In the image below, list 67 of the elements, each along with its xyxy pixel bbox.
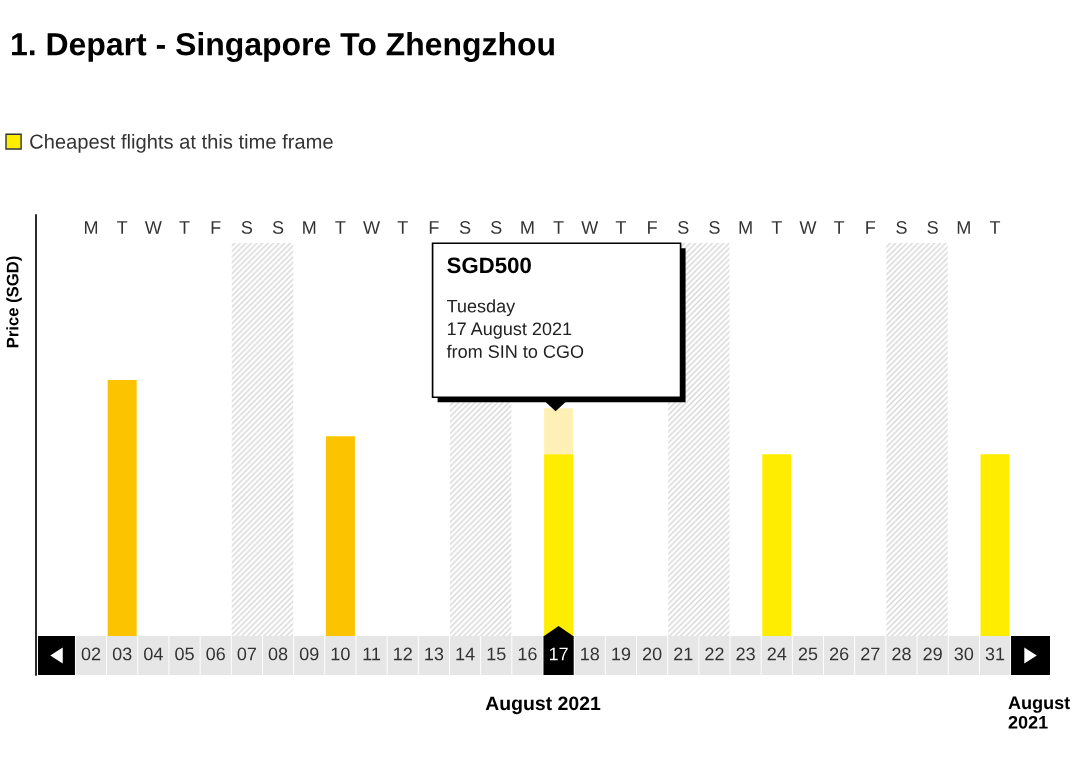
x-tick-label: 11 (363, 647, 381, 661)
x-tick-label: 04 (144, 647, 163, 661)
x-tick-label: 08 (268, 647, 288, 661)
x-tick-label: 17 (549, 647, 568, 661)
text: F (648, 221, 657, 234)
x-tick-label: 09 (299, 647, 319, 661)
text: W (799, 221, 817, 234)
chart-title: 1. Depart - Singapore To Zhengzhou (12, 32, 554, 62)
text: S (896, 221, 907, 234)
x-tick-label: 06 (206, 647, 225, 661)
x-tick-label: 30 (954, 647, 974, 661)
x-tick-label: 03 (112, 647, 132, 661)
x-tick-label: 22 (705, 647, 724, 661)
text: M (957, 221, 970, 234)
text: M (521, 221, 534, 234)
x-tick-label: 14 (456, 647, 475, 661)
text: T (179, 221, 190, 234)
x-tick-label: 20 (642, 647, 662, 661)
text: M (303, 221, 316, 234)
x-tick-label: 27 (861, 647, 880, 661)
text: T (989, 221, 1001, 234)
text: T (771, 221, 782, 234)
text: W (144, 221, 162, 234)
text: T (834, 221, 845, 234)
text: Tuesday 17 August 2021 from SIN to CGO (446, 299, 584, 358)
x-tick-label: 16 (518, 647, 537, 661)
x-tick-label: 15 (487, 647, 506, 661)
text: S (272, 221, 284, 234)
x-tick-label: 05 (175, 647, 194, 661)
text: F (211, 221, 221, 234)
text: T (335, 221, 346, 234)
x-tick-label: 02 (81, 647, 101, 661)
text: M (739, 221, 752, 234)
x-tick-label: 21 (674, 647, 693, 661)
x-tick-label: 25 (798, 647, 818, 661)
text: S (927, 221, 938, 234)
x-tick-label: 12 (394, 647, 412, 661)
text: August 2021 (1008, 696, 1070, 729)
text: T (397, 221, 408, 234)
text: S (709, 221, 720, 234)
x-tick-label: 31 (985, 647, 1005, 661)
text: W (581, 221, 599, 234)
legend-label: Cheapest flights at this time frame (30, 134, 333, 153)
x-tick-label: 18 (581, 647, 600, 661)
text: T (553, 221, 564, 234)
text: F (866, 221, 876, 234)
x-tick-label: 13 (425, 647, 444, 661)
text: S (491, 221, 502, 234)
x-tick-label: 23 (736, 647, 755, 661)
text: T (117, 221, 128, 234)
text: F (429, 221, 439, 234)
text: S (678, 221, 689, 234)
text: S (459, 221, 471, 234)
text: M (84, 221, 98, 234)
x-tick-label: 29 (923, 647, 942, 661)
x-axis-title: August 2021 (485, 696, 601, 715)
text: W (363, 221, 381, 234)
text: S (241, 221, 253, 234)
text: SGD500 (447, 257, 531, 274)
x-tick-label: 07 (237, 647, 257, 661)
x-tick-label: 19 (612, 647, 631, 661)
x-tick-label: 24 (767, 647, 787, 661)
y-axis-title: Price (SGD) (6, 256, 22, 348)
x-tick-label: 26 (829, 647, 849, 661)
x-tick-label: 10 (331, 647, 350, 661)
x-tick-label: 28 (892, 647, 911, 661)
text: T (615, 221, 627, 234)
